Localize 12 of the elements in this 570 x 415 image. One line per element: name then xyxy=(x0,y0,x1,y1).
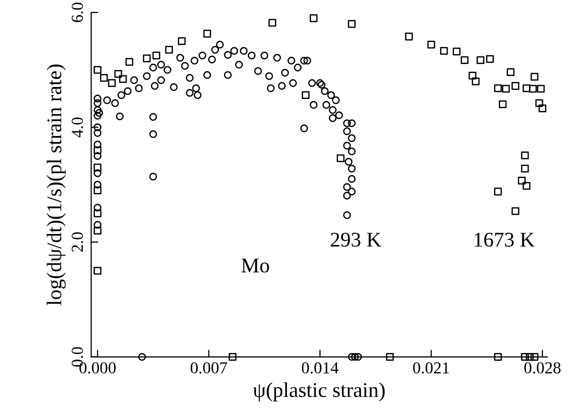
x-axis-title: ψ(plastic strain) xyxy=(253,382,385,402)
y-tick-label: 6.0 xyxy=(72,2,84,22)
y-tick-label: 4.0 xyxy=(72,117,84,138)
annotation: Mo xyxy=(241,258,270,273)
annotation: 293 K xyxy=(330,232,382,247)
y-axis-title: log(dψ/dt)(1/s)(pl strain rate) xyxy=(46,64,66,306)
x-tick-label: 0.021 xyxy=(413,362,449,374)
y-tick-label: 2.0 xyxy=(72,232,84,252)
x-tick-label: 0.014 xyxy=(302,362,338,374)
x-tick-label: 0.028 xyxy=(524,362,561,374)
annotation: 1673 K xyxy=(474,232,535,247)
x-tick-label: 0.007 xyxy=(190,362,228,374)
